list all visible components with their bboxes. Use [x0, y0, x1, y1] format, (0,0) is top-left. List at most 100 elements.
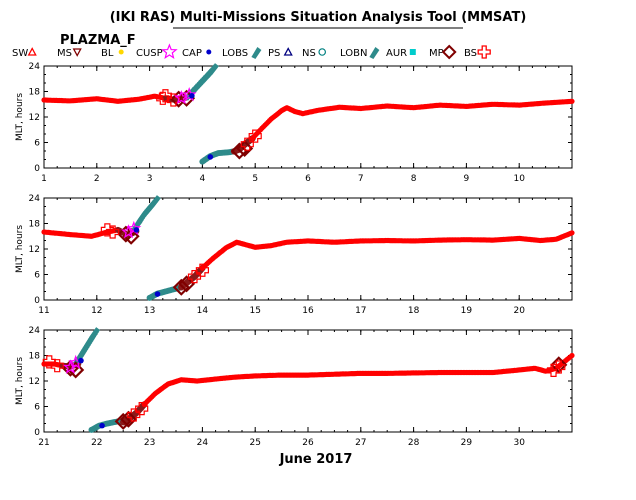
bow-shock-crossing: [156, 91, 170, 105]
y-tick-label: 24: [29, 326, 41, 336]
polar-cap-point: [99, 422, 105, 429]
bow-shock-crossing: [195, 263, 209, 277]
legend-item-lobn: LOBN: [340, 47, 380, 59]
y-tick-label: 12: [29, 245, 40, 255]
data-layer: [41, 63, 575, 165]
legend-item-lobs: LOBS: [222, 47, 262, 59]
cusp-point: [126, 220, 142, 236]
legend-item-sw: SW: [12, 47, 37, 59]
legend-label: LOBS: [222, 48, 248, 59]
legend-label: CAP: [182, 48, 202, 59]
y-tick-label: 24: [29, 62, 41, 72]
magnetopause-crossing: [550, 356, 568, 374]
y-tick-label: 0: [34, 164, 40, 174]
x-tick-label: 6: [305, 174, 311, 184]
x-tick-label: 11: [38, 306, 49, 316]
cusp-point: [173, 89, 189, 105]
figure-title: (IKI RAS) Multi-Missions Situation Analy…: [110, 10, 527, 25]
legend-item-aur: AUR: [386, 48, 416, 59]
magnetopause-crossing: [67, 361, 85, 379]
satellite-name: PLAZMA_F: [60, 33, 136, 48]
y-tick-label: 6: [34, 403, 40, 413]
bow-shock-crossing: [240, 137, 254, 151]
legend-item-cap: CAP: [182, 48, 212, 59]
legend-item-ps: PS: [268, 47, 293, 59]
legend: SW MS BL CUSP CAP LOBS PS NS LOBN AUR MP BS: [12, 43, 491, 60]
legend-symbol-diamond-icon: [441, 44, 457, 60]
bow-shock-crossing: [187, 270, 202, 284]
legend-label: PS: [268, 48, 280, 59]
panel-2: 0 6 12 18 24 11 12 13 14 15 16 17 18 19 20 MLT, hours: [15, 194, 575, 316]
legend-symbol-circle-icon: [318, 48, 327, 56]
legend-symbol-triangle-icon: [27, 47, 37, 56]
x-tick-label: 7: [358, 174, 364, 184]
legend-label: BS: [464, 48, 477, 59]
legend-label: SW: [12, 48, 28, 59]
polar-cap-point: [154, 291, 161, 297]
x-tick-label: 25: [249, 438, 260, 448]
legend-symbol-square-icon: [409, 49, 416, 55]
x-tick-label: 22: [91, 438, 102, 448]
x-tick-label: 10: [513, 174, 525, 184]
x-tick-label: 15: [249, 306, 260, 316]
magnetopause-crossing: [230, 142, 248, 160]
legend-item-bs: BS: [464, 45, 491, 59]
x-tick-label: 23: [144, 438, 155, 448]
legend-item-mp: MP: [429, 44, 457, 60]
panel-3: 0 6 12 18 24 21 22 23 24 25 26 27 28 29 30 MLT, hours: [15, 326, 575, 448]
y-tick-label: 18: [29, 352, 41, 362]
solar-wind-point: [569, 230, 575, 236]
solar-wind-point: [569, 98, 575, 104]
polar-cap-point: [133, 227, 140, 233]
x-tick-label: 30: [513, 438, 525, 448]
x-tick-label: 29: [461, 438, 473, 448]
data-layer: [41, 327, 575, 433]
x-tick-label: 13: [144, 306, 155, 316]
lobe-point: [149, 195, 161, 208]
legend-symbol-star-icon: [161, 43, 178, 60]
x-tick-label: 12: [91, 306, 102, 316]
x-tick-label: 1: [41, 174, 47, 184]
y-tick-label: 0: [34, 296, 40, 306]
legend-label: NS: [302, 48, 316, 59]
x-tick-label: 17: [355, 306, 366, 316]
legend-label: AUR: [386, 48, 407, 59]
magnetopause-crossing: [172, 278, 190, 296]
legend-symbol-triangle-down-icon: [72, 48, 82, 57]
legend-symbol-slab-icon: [251, 47, 262, 59]
x-tick-label: 2: [94, 174, 100, 184]
y-axis-label: MLT, hours: [15, 225, 25, 273]
x-tick-label: 16: [302, 306, 314, 316]
x-tick-label: 4: [200, 174, 206, 184]
y-tick-label: 12: [29, 113, 40, 123]
bow-shock-crossing: [552, 360, 566, 374]
y-tick-label: 0: [34, 428, 40, 438]
x-tick-label: 5: [252, 174, 258, 184]
legend-item-bl: BL: [101, 48, 124, 59]
x-tick-label: 18: [408, 306, 420, 316]
polar-cap-point: [78, 357, 84, 364]
bow-shock-crossing: [106, 225, 120, 239]
x-tick-label: 21: [38, 438, 49, 448]
x-tick-label: 3: [147, 174, 153, 184]
x-tick-label: 28: [408, 438, 420, 448]
y-tick-label: 6: [34, 271, 40, 281]
y-tick-label: 12: [29, 377, 40, 387]
legend-symbol-dot-icon: [206, 49, 212, 55]
polar-cap-point: [207, 154, 214, 160]
y-tick-label: 24: [29, 194, 41, 204]
legend-label: MS: [57, 48, 72, 59]
cusp-point: [121, 224, 136, 239]
legend-label: LOBN: [340, 48, 367, 59]
legend-label: CUSP: [136, 48, 163, 59]
legend-symbol-slab-icon: [369, 47, 380, 59]
panel-frame: [43, 197, 573, 301]
lobe-point: [207, 63, 219, 76]
magnetopause-crossing: [170, 90, 188, 108]
bow-shock-crossing: [127, 408, 141, 422]
y-tick-label: 18: [29, 88, 41, 98]
x-tick-label: 24: [197, 438, 209, 448]
